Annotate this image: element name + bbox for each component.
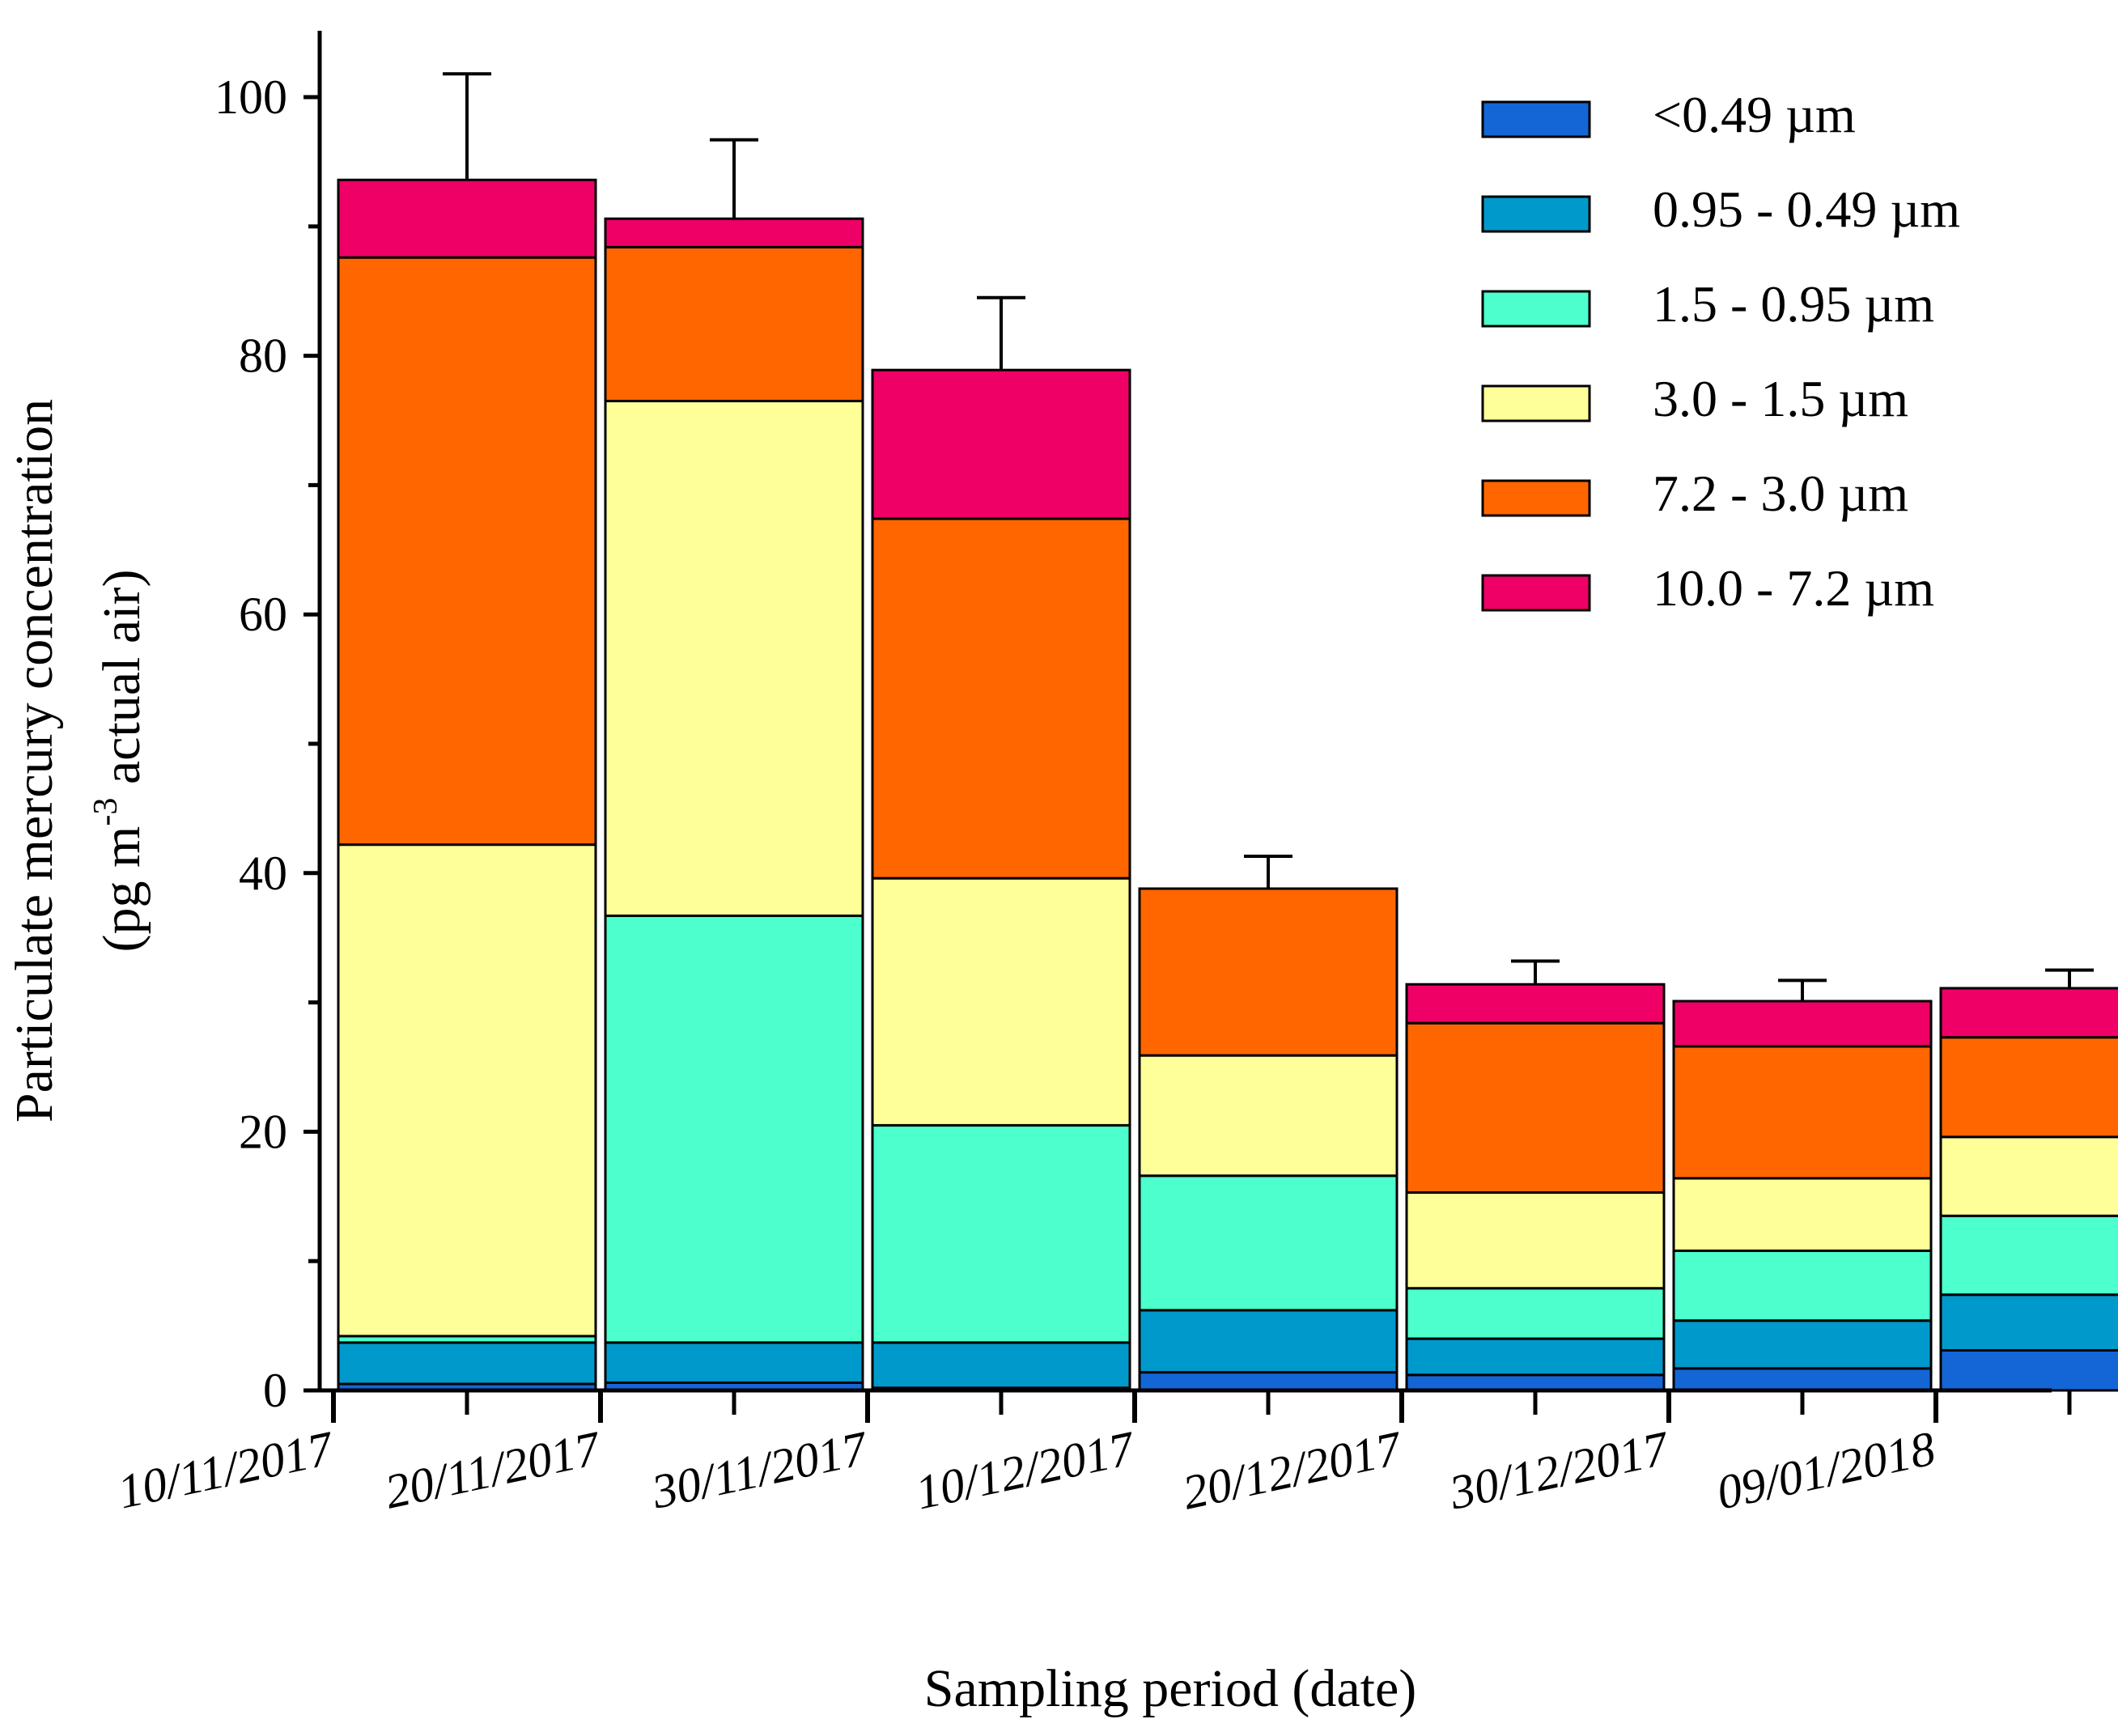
bar-segment-7-2 <box>1939 1293 2118 1352</box>
bar-segment-2-5 <box>604 245 864 403</box>
bar-segment-6-1 <box>1672 1367 1933 1392</box>
legend-label-6: 10.0 - 7.2 µm <box>1653 559 1934 617</box>
bar-segment-5-3 <box>1405 1287 1666 1340</box>
bar-segment-7-1 <box>1939 1348 2118 1392</box>
bar-segment-4-1 <box>1138 1371 1399 1392</box>
y-tick-label-80: 80 <box>239 329 287 383</box>
x-tick-label-2: 20/11/2017 <box>380 1421 607 1519</box>
y-tick-label-60: 60 <box>239 588 287 641</box>
bars-layer <box>337 178 2118 1392</box>
bar-segment-2-2 <box>604 1341 864 1384</box>
bar-segment-5-6 <box>1405 983 1666 1025</box>
bar-segment-7-6 <box>1939 987 2118 1039</box>
bar-segment-2-6 <box>604 217 864 248</box>
bar-segment-1-4 <box>337 843 597 1338</box>
bar-segment-5-4 <box>1405 1191 1666 1290</box>
legend-label-5: 7.2 - 3.0 µm <box>1653 465 1908 522</box>
bar-segment-3-4 <box>871 876 1131 1127</box>
bar-segment-2-3 <box>604 915 864 1344</box>
legend: <0.49 µm 0.95 - 0.49 µm 1.5 - 0.95 µm 3.0 -… <box>1481 86 1960 617</box>
legend-label-3: 1.5 - 0.95 µm <box>1653 275 1934 333</box>
y-tick-label-40: 40 <box>239 847 287 900</box>
bar-segment-3-3 <box>871 1123 1131 1344</box>
y-axis-title-line1: Particulate mercury concentration <box>5 399 64 1123</box>
legend-swatch-2 <box>1481 195 1591 233</box>
legend-swatch-1 <box>1481 100 1591 138</box>
bar-segment-3-6 <box>871 368 1131 520</box>
legend-swatch-6 <box>1481 574 1591 612</box>
y-axis-title-post: actual air) <box>92 570 151 798</box>
legend-swatch-3 <box>1481 290 1591 328</box>
bar-segment-4-3 <box>1138 1174 1399 1312</box>
legend-label-4: 3.0 - 1.5 µm <box>1653 370 1908 427</box>
x-tick-label-7: 09/01/2018 <box>1713 1421 1940 1519</box>
bar-segment-6-6 <box>1672 1000 1933 1048</box>
bar-segment-4-4 <box>1138 1054 1399 1178</box>
bar-segment-5-5 <box>1405 1021 1666 1195</box>
bar-segment-7-5 <box>1939 1036 2118 1139</box>
x-axis-title: Sampling period (date) <box>924 1659 1417 1718</box>
x-tick-label-3: 30/11/2017 <box>647 1421 874 1519</box>
x-tick-label-1: 10/11/2017 <box>113 1421 340 1519</box>
bar-segment-6-5 <box>1672 1045 1933 1180</box>
bar-segment-5-1 <box>1405 1373 1666 1392</box>
bar-segment-1-6 <box>337 178 597 259</box>
x-tick-label-6: 30/12/2017 <box>1445 1421 1675 1520</box>
x-tick-label-4: 10/12/2017 <box>911 1421 1141 1520</box>
bar-segment-6-3 <box>1672 1249 1933 1322</box>
y-axis-title: Particulate mercury concentration (pg m-… <box>5 399 151 1123</box>
y-axis-title-sup: -3 <box>87 798 125 826</box>
bar-segment-5-2 <box>1405 1337 1666 1377</box>
legend-swatch-5 <box>1481 479 1591 517</box>
legend-label-1: <0.49 µm <box>1653 86 1856 143</box>
bar-segment-2-4 <box>604 400 864 918</box>
y-tick-label-20: 20 <box>239 1105 287 1158</box>
y-tick-label-100: 100 <box>214 70 287 124</box>
bar-segment-4-5 <box>1138 887 1399 1057</box>
bar-segment-6-2 <box>1672 1319 1933 1370</box>
y-axis-title-pre: (pg m <box>92 826 151 953</box>
y-tick-label-0: 0 <box>263 1364 287 1417</box>
error-bars-layer <box>443 72 2094 1002</box>
bar-segment-1-2 <box>337 1341 597 1386</box>
x-tick-label-5: 20/12/2017 <box>1178 1421 1408 1520</box>
axes-layer <box>317 31 2052 1393</box>
bar-segment-6-4 <box>1672 1177 1933 1252</box>
bar-segment-7-4 <box>1939 1135 2118 1217</box>
bar-segment-3-2 <box>871 1341 1131 1390</box>
bar-segment-7-3 <box>1939 1214 2118 1297</box>
bar-segment-1-5 <box>337 256 597 847</box>
bar-segment-4-2 <box>1138 1309 1399 1374</box>
legend-label-2: 0.95 - 0.49 µm <box>1653 180 1960 238</box>
legend-swatch-4 <box>1481 384 1591 422</box>
y-axis-title-line2: (pg m-3 actual air) <box>87 570 151 953</box>
bar-segment-3-5 <box>871 517 1131 880</box>
